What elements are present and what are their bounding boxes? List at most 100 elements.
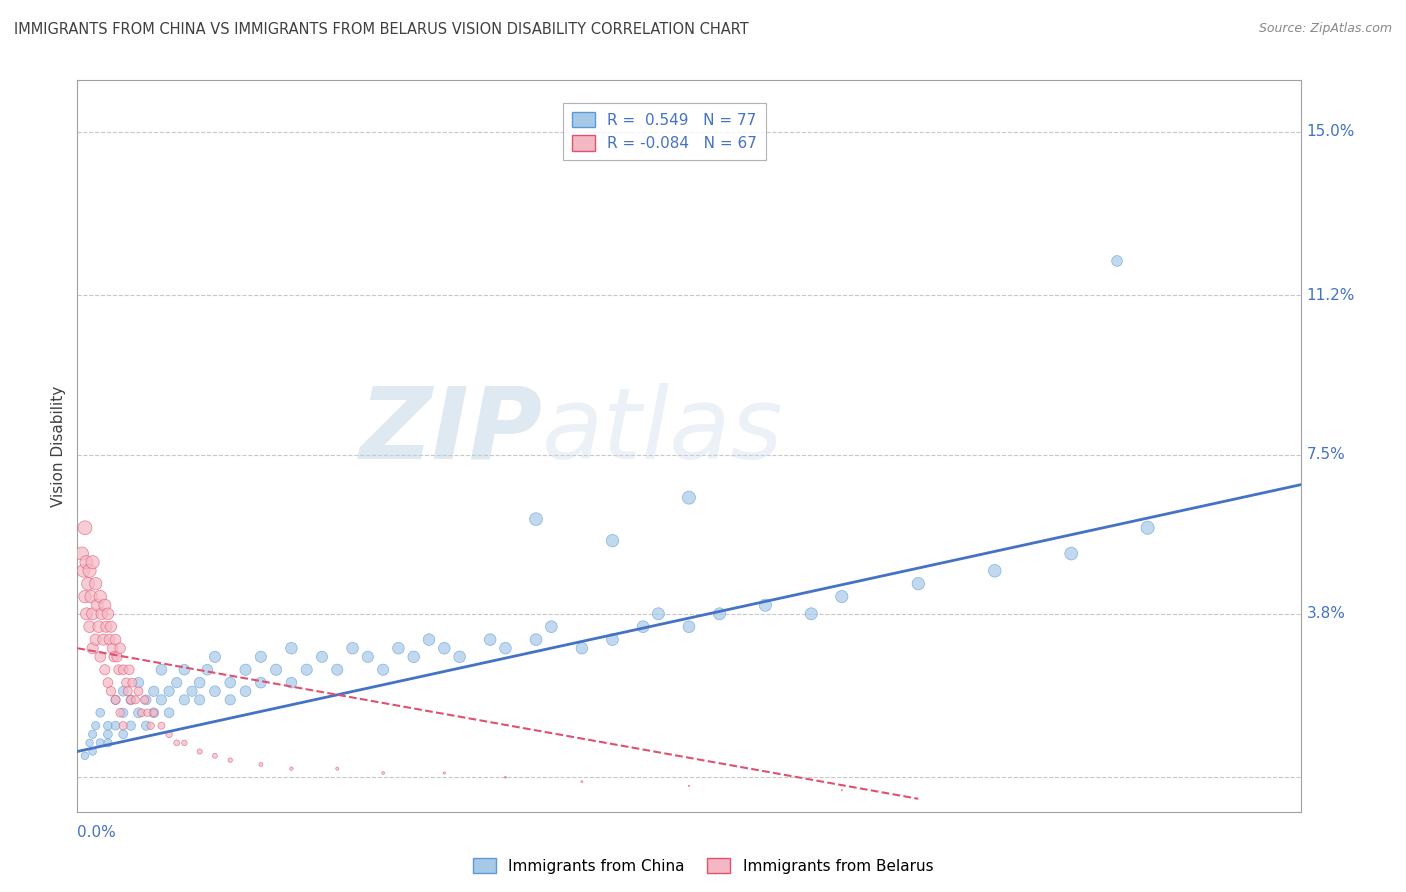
Point: [495, 641, 517, 656]
Point: [139, 719, 162, 733]
Point: [107, 663, 129, 677]
Point: [80, 590, 103, 604]
Point: [602, 533, 624, 548]
Point: [204, 649, 226, 664]
Point: [97, 719, 120, 733]
Text: 11.2%: 11.2%: [1306, 288, 1355, 303]
Point: [115, 675, 138, 690]
Point: [73, 590, 96, 604]
Point: [157, 706, 180, 720]
Point: [105, 649, 128, 664]
Point: [135, 719, 157, 733]
Point: [173, 663, 195, 677]
Point: [79, 564, 101, 578]
Point: [387, 641, 409, 656]
Point: [94, 598, 117, 612]
Point: [188, 675, 211, 690]
Point: [100, 684, 122, 698]
Point: [97, 607, 120, 621]
Point: [77, 576, 100, 591]
Point: [250, 757, 273, 772]
Point: [82, 744, 104, 758]
Point: [142, 706, 165, 720]
Legend: Immigrants from China, Immigrants from Belarus: Immigrants from China, Immigrants from B…: [467, 852, 939, 880]
Text: 7.5%: 7.5%: [1306, 447, 1346, 462]
Point: [103, 649, 125, 664]
Point: [907, 576, 929, 591]
Point: [984, 564, 1007, 578]
Point: [631, 620, 654, 634]
Point: [1107, 254, 1129, 268]
Point: [87, 620, 110, 634]
Point: [754, 598, 776, 612]
Point: [418, 632, 440, 647]
Point: [235, 684, 257, 698]
Point: [108, 706, 131, 720]
Point: [112, 663, 135, 677]
Point: [264, 663, 287, 677]
Point: [84, 719, 107, 733]
Text: ZIP: ZIP: [359, 383, 543, 480]
Point: [280, 762, 302, 776]
Point: [157, 727, 180, 741]
Point: [104, 693, 127, 707]
Point: [280, 675, 302, 690]
Point: [76, 555, 98, 569]
Point: [104, 693, 127, 707]
Point: [89, 736, 111, 750]
Point: [89, 649, 111, 664]
Point: [449, 649, 471, 664]
Legend: R =  0.549   N = 77, R = -0.084   N = 67: R = 0.549 N = 77, R = -0.084 N = 67: [562, 103, 766, 161]
Point: [280, 641, 302, 656]
Point: [181, 684, 204, 698]
Point: [326, 663, 349, 677]
Point: [647, 607, 669, 621]
Point: [1136, 521, 1159, 535]
Point: [195, 663, 218, 677]
Point: [97, 727, 120, 741]
Point: [118, 663, 141, 677]
Point: [602, 632, 624, 647]
Point: [173, 693, 195, 707]
Point: [120, 693, 142, 707]
Point: [157, 684, 180, 698]
Point: [96, 620, 118, 634]
Point: [127, 706, 149, 720]
Point: [84, 632, 107, 647]
Point: [94, 663, 117, 677]
Point: [112, 727, 135, 741]
Point: [70, 547, 93, 561]
Point: [219, 693, 242, 707]
Point: [371, 766, 394, 780]
Point: [479, 632, 502, 647]
Point: [142, 684, 165, 698]
Point: [136, 706, 159, 720]
Point: [342, 641, 364, 656]
Point: [433, 641, 456, 656]
Point: [495, 770, 517, 784]
Point: [219, 675, 242, 690]
Point: [219, 753, 242, 767]
Point: [831, 590, 853, 604]
Point: [204, 684, 226, 698]
Point: [72, 564, 94, 578]
Point: [188, 744, 211, 758]
Point: [524, 512, 547, 526]
Point: [104, 719, 127, 733]
Point: [250, 675, 273, 690]
Point: [524, 632, 547, 647]
Point: [120, 719, 142, 733]
Point: [79, 620, 101, 634]
Point: [100, 620, 122, 634]
Point: [108, 641, 131, 656]
Point: [371, 663, 394, 677]
Text: Source: ZipAtlas.com: Source: ZipAtlas.com: [1258, 22, 1392, 36]
Point: [678, 779, 700, 793]
Point: [295, 663, 318, 677]
Point: [121, 675, 143, 690]
Point: [112, 706, 135, 720]
Text: 0.0%: 0.0%: [77, 825, 117, 840]
Point: [127, 684, 149, 698]
Point: [540, 620, 562, 634]
Point: [73, 521, 96, 535]
